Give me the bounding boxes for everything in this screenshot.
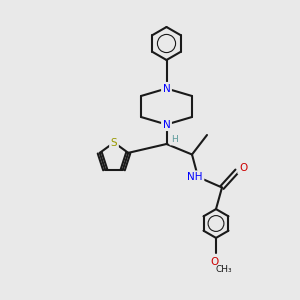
Text: NH: NH xyxy=(187,172,203,182)
Text: N: N xyxy=(163,83,170,94)
Text: S: S xyxy=(111,137,117,148)
Text: O: O xyxy=(210,257,219,267)
Text: O: O xyxy=(239,163,247,173)
Text: CH₃: CH₃ xyxy=(215,265,232,274)
Text: H: H xyxy=(171,135,177,144)
Text: N: N xyxy=(163,119,170,130)
